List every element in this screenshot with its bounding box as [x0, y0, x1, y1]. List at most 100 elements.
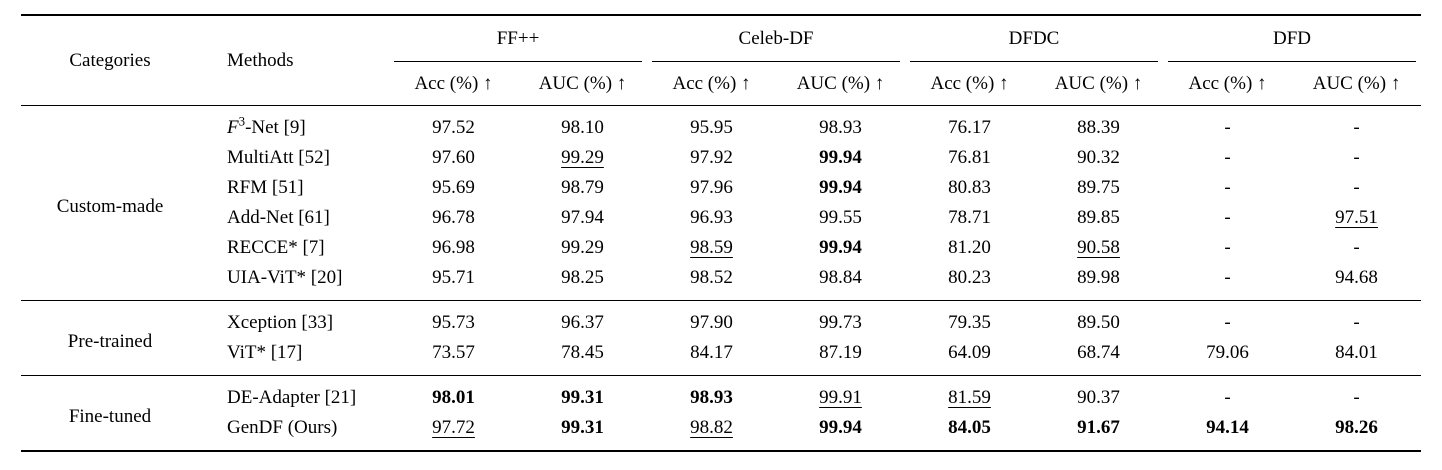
value-cell: 98.59 [647, 233, 776, 263]
metric-value: 99.31 [561, 387, 604, 408]
table-row: MultiAtt [52] 97.60 99.29 97.92 99.94 76.81 90… [21, 143, 1421, 173]
metric-value: 89.98 [1077, 267, 1120, 288]
value-cell: 73.57 [389, 338, 518, 376]
category-cell: Custom-made [21, 105, 199, 301]
value-cell: 99.29 [518, 233, 647, 263]
value-cell: 94.68 [1292, 263, 1421, 301]
value-cell: 88.39 [1034, 105, 1164, 143]
metric-value: 98.84 [819, 267, 862, 288]
method-label: F [227, 117, 239, 138]
method-cell: MultiAtt [52] [199, 143, 389, 173]
value-cell: 84.01 [1292, 338, 1421, 376]
value-cell: 78.71 [905, 203, 1034, 233]
metric-value: 98.79 [561, 177, 604, 198]
metric-value: 89.75 [1077, 177, 1120, 198]
value-cell: 95.73 [389, 300, 518, 338]
metric-value: 64.09 [948, 342, 991, 363]
value-cell: - [1163, 300, 1293, 338]
value-cell: 99.31 [518, 413, 647, 451]
metric-value: 97.52 [432, 117, 475, 138]
metric-value: 99.31 [561, 417, 604, 438]
metric-value: 98.10 [561, 117, 604, 138]
value-cell: - [1292, 375, 1422, 413]
value-cell: 96.98 [389, 233, 518, 263]
value-cell: - [1292, 173, 1421, 203]
value-cell: 81.20 [905, 233, 1034, 263]
metric-value: - [1224, 312, 1231, 333]
table-body: Custom-made F3-Net [9] 97.52 98.10 95.95 98.9… [21, 105, 1422, 451]
metric-value: 97.92 [690, 147, 733, 168]
table-header: Categories Methods FF++ Celeb-DF DFDC DF… [21, 15, 1421, 106]
paper-page: Categories Methods FF++ Celeb-DF DFDC DF… [0, 14, 1442, 470]
table-row: RECCE* [7] 96.98 99.29 98.59 99.94 81.20 90.58… [21, 233, 1421, 263]
value-cell: 96.93 [647, 203, 776, 233]
metric-value: 79.06 [1206, 342, 1249, 363]
value-cell: 97.92 [647, 143, 776, 173]
metric-value: 99.94 [819, 237, 862, 258]
value-cell: - [1163, 203, 1292, 233]
value-cell: 97.51 [1292, 203, 1421, 233]
value-cell: - [1163, 375, 1293, 413]
value-cell: 79.35 [905, 300, 1035, 338]
method-cell: DE-Adapter [21] [199, 375, 389, 413]
method-label: -Net [9] [245, 117, 306, 138]
value-cell: 98.79 [518, 173, 647, 203]
metric-value: 98.93 [819, 117, 862, 138]
dataset-header-ffpp: FF++ [389, 15, 647, 62]
metric-value: 68.74 [1077, 342, 1120, 363]
value-cell: 97.52 [389, 105, 518, 143]
auc-header-ffpp: AUC (%) ↑ [538, 72, 627, 94]
value-cell: 99.29 [518, 143, 647, 173]
metric-value: 80.83 [948, 177, 991, 198]
metric-value: 95.71 [432, 267, 475, 288]
value-cell: 98.84 [776, 263, 905, 301]
metric-value: 81.59 [948, 387, 991, 408]
value-cell: 99.94 [776, 413, 905, 451]
metric-value: - [1224, 177, 1231, 198]
auc-header-dfdc: AUC (%) ↑ [1054, 72, 1143, 94]
metric-value: 96.98 [432, 237, 475, 258]
metric-value: 84.17 [690, 342, 733, 363]
methods-header: Methods [227, 49, 294, 71]
metric-value: 90.37 [1077, 387, 1120, 408]
value-cell: 94.14 [1163, 413, 1292, 451]
metric-value: 99.94 [819, 177, 862, 198]
category-cell: Fine-tuned [21, 375, 199, 451]
value-cell: 90.58 [1034, 233, 1163, 263]
metric-value: 99.73 [819, 312, 862, 333]
metric-value: 99.94 [819, 147, 862, 168]
value-cell: 78.45 [518, 338, 647, 376]
value-cell: 68.74 [1034, 338, 1163, 376]
value-cell: 97.90 [647, 300, 777, 338]
metric-value: 88.39 [1077, 117, 1120, 138]
value-cell: 81.59 [905, 375, 1035, 413]
metric-value: - [1353, 237, 1360, 258]
metric-value: 99.91 [819, 387, 862, 408]
value-cell: - [1292, 143, 1421, 173]
results-table: Categories Methods FF++ Celeb-DF DFDC DF… [21, 14, 1422, 452]
method-label: RECCE* [7] [227, 237, 325, 258]
value-cell: 97.72 [389, 413, 518, 451]
metric-value: 73.57 [432, 342, 475, 363]
dataset-header-dfdc: DFDC [905, 15, 1163, 62]
metric-value: 87.19 [819, 342, 862, 363]
value-cell: 98.93 [776, 105, 906, 143]
value-cell: 79.06 [1163, 338, 1292, 376]
metric-value: 98.82 [690, 417, 733, 438]
value-cell: 89.75 [1034, 173, 1163, 203]
value-cell: - [1163, 173, 1292, 203]
value-cell: - [1292, 300, 1422, 338]
table-row: RFM [51] 95.69 98.79 97.96 99.94 80.83 89.75 - - [21, 173, 1421, 203]
value-cell: 99.55 [776, 203, 905, 233]
value-cell: 99.31 [518, 375, 648, 413]
metric-value: 97.94 [561, 207, 604, 228]
table-row: UIA-ViT* [20] 95.71 98.25 98.52 98.84 80.23 89… [21, 263, 1421, 301]
table-row: Fine-tuned DE-Adapter [21] 98.01 99.31 98.93… [21, 375, 1422, 451]
metric-value: - [1224, 147, 1231, 168]
value-cell: - [1292, 233, 1421, 263]
value-cell: 76.81 [905, 143, 1034, 173]
dataset-header-dfd: DFD [1163, 15, 1421, 62]
metric-value: 96.93 [690, 207, 733, 228]
value-cell: 87.19 [776, 338, 905, 376]
acc-header-celebdf: Acc (%) ↑ [672, 72, 751, 94]
